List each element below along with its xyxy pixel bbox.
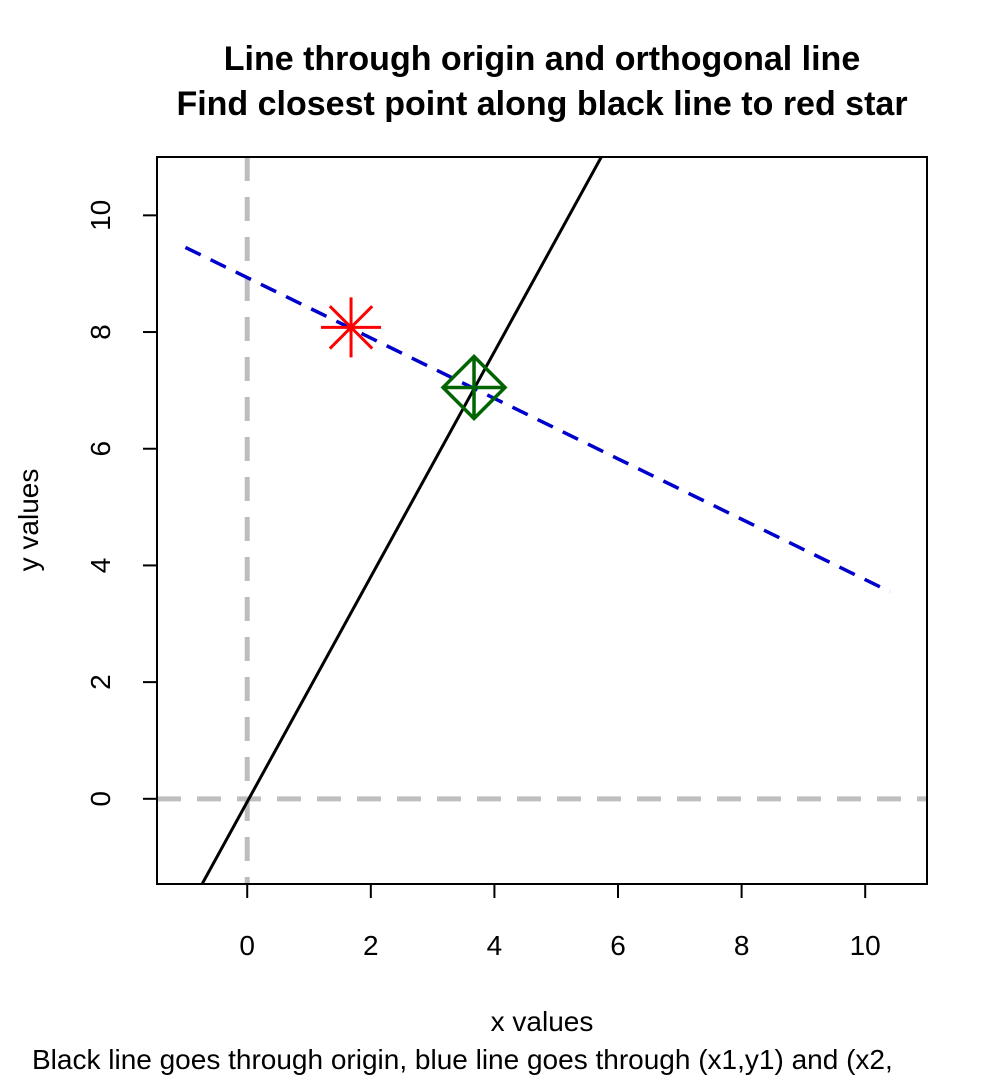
x-tick-label: 4 <box>487 930 503 961</box>
series-line-blue <box>184 245 891 594</box>
x-tick-label: 10 <box>850 930 881 961</box>
y-tick-label: 2 <box>85 674 116 690</box>
chart-subtitle: Black line goes through origin, blue lin… <box>32 1044 893 1075</box>
x-tick-label: 2 <box>363 930 379 961</box>
series-line-black <box>200 157 603 884</box>
y-tick-label: 0 <box>85 791 116 807</box>
chart-title-line-1: Line through origin and orthogonal line <box>224 40 861 78</box>
y-tick-label: 8 <box>85 324 116 340</box>
x-tick-label: 6 <box>610 930 626 961</box>
y-axis-label: y values <box>13 469 44 572</box>
x-tick-label: 8 <box>734 930 750 961</box>
green-diamond-point <box>440 353 508 421</box>
x-tick-label: 0 <box>239 930 255 961</box>
y-tick-label: 10 <box>85 200 116 231</box>
red-star-point <box>321 297 382 358</box>
x-axis-label: x values <box>491 1006 594 1037</box>
star-stroke <box>328 305 374 350</box>
y-tick-label: 4 <box>85 558 116 574</box>
y-tick-label: 6 <box>85 441 116 457</box>
chart-title-line-2: Find closest point along black line to r… <box>176 85 907 123</box>
